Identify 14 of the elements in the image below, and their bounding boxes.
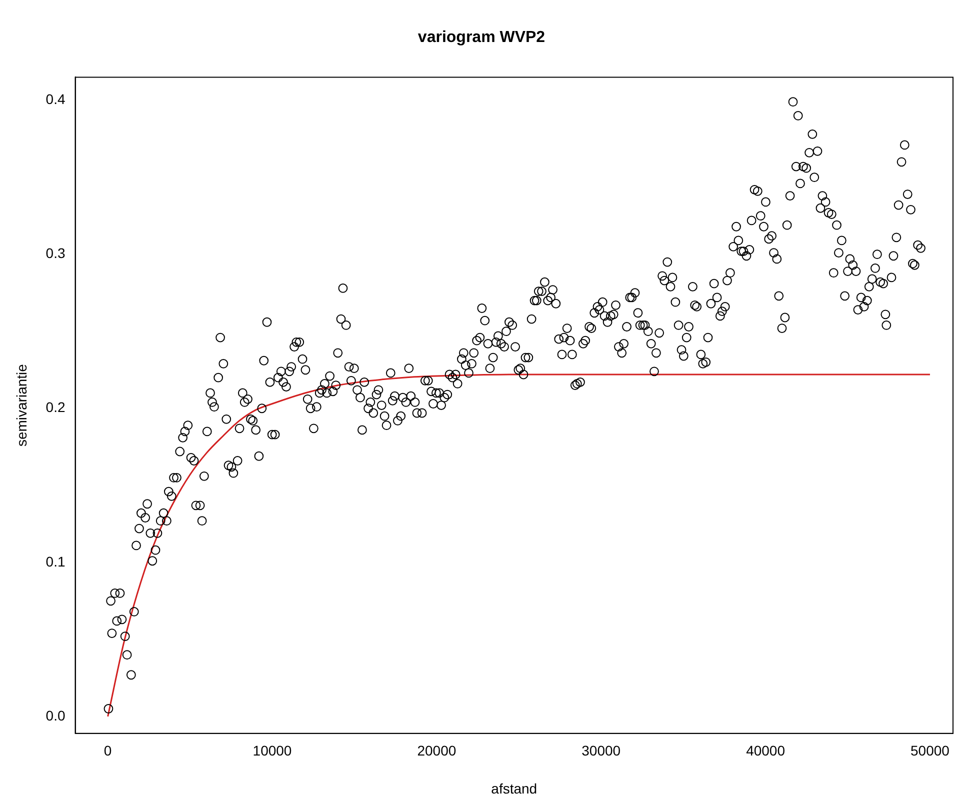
x-tick-label: 0 bbox=[104, 742, 112, 759]
x-tick-label: 10000 bbox=[252, 742, 292, 759]
y-tick-label: 0.1 bbox=[46, 553, 66, 570]
x-tick-label: 20000 bbox=[417, 742, 456, 759]
y-tick-label: 0.4 bbox=[46, 91, 66, 108]
chart-title: variogram WVP2 bbox=[418, 29, 546, 46]
x-tick-label: 40000 bbox=[746, 742, 786, 759]
y-axis-title: semivariantie bbox=[13, 364, 30, 447]
y-tick-label: 0.0 bbox=[46, 707, 66, 724]
x-tick-label: 30000 bbox=[582, 742, 621, 759]
y-tick-label: 0.2 bbox=[46, 399, 66, 416]
y-tick-label: 0.3 bbox=[46, 245, 66, 262]
x-tick-label: 50000 bbox=[910, 742, 950, 759]
x-axis-title: afstand bbox=[491, 780, 538, 796]
